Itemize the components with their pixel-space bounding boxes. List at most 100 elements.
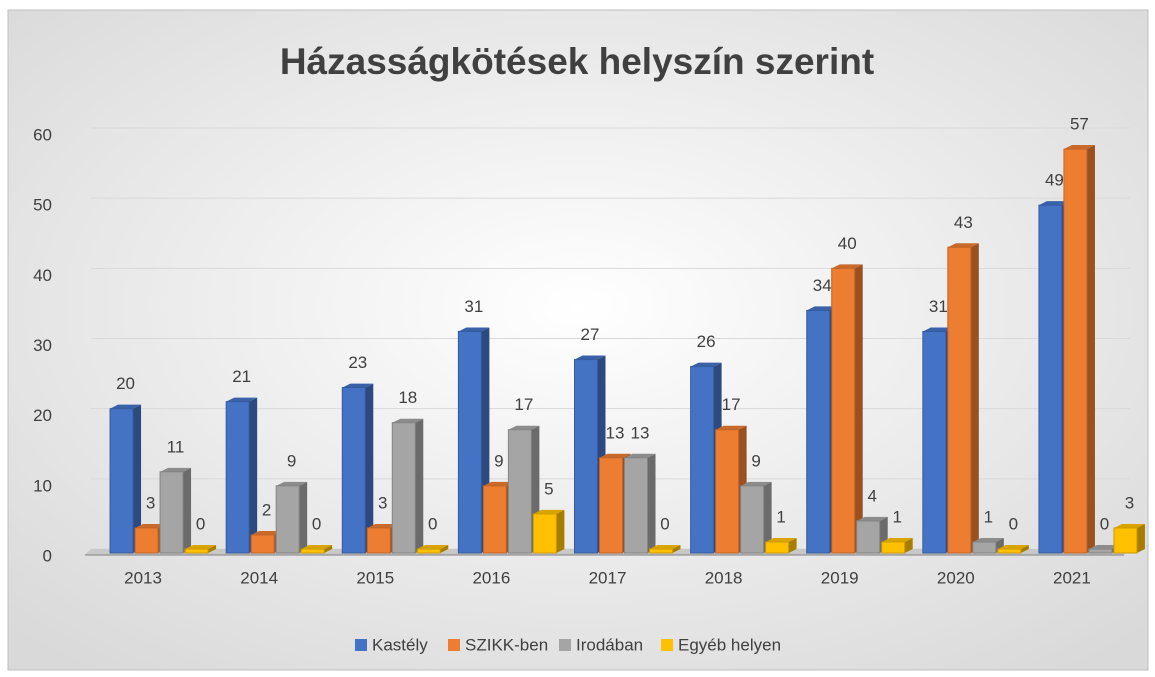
- data-label: 1: [776, 507, 785, 526]
- data-label: 31: [464, 297, 483, 316]
- data-label: 5: [544, 479, 553, 498]
- data-label: 27: [581, 325, 600, 344]
- bar-side: [647, 453, 656, 553]
- bar-side: [1136, 523, 1145, 553]
- legend-swatch: [355, 639, 367, 651]
- bar-top: [1088, 545, 1120, 549]
- data-label: 20: [116, 374, 135, 393]
- data-label: 26: [697, 332, 716, 351]
- bar-side: [556, 509, 565, 553]
- y-tick-label: 30: [33, 336, 52, 355]
- bar-top: [533, 509, 565, 514]
- bar: [109, 408, 134, 554]
- bar-top: [690, 362, 722, 367]
- legend-swatch: [448, 639, 460, 651]
- legend-label: Kastély: [372, 635, 428, 654]
- bar: [574, 359, 598, 554]
- bar-top: [392, 418, 424, 423]
- data-label: 3: [146, 493, 155, 512]
- bar: [184, 548, 209, 554]
- x-tick-label: 2014: [240, 568, 278, 587]
- bar-top: [1038, 201, 1070, 206]
- bar-top: [624, 453, 656, 458]
- data-label: 3: [1125, 493, 1134, 512]
- bar-top: [342, 383, 374, 388]
- legend-label: Egyéb helyen: [678, 635, 781, 654]
- data-label: 1: [892, 507, 901, 526]
- data-label: 1: [984, 507, 993, 526]
- legend-swatch: [559, 639, 571, 651]
- bar: [740, 485, 765, 554]
- bar-top: [160, 467, 192, 472]
- bar-top: [806, 306, 838, 311]
- data-label: 3: [378, 493, 387, 512]
- y-tick-label: 50: [33, 196, 52, 215]
- bar: [457, 330, 482, 554]
- bar: [300, 548, 325, 554]
- data-label: 13: [606, 423, 625, 442]
- legend-label: Irodában: [576, 635, 643, 654]
- bar-top: [135, 523, 167, 528]
- bar-top: [483, 481, 515, 486]
- bar-side: [208, 545, 217, 553]
- bar-top: [251, 530, 283, 535]
- bar-top: [947, 243, 979, 248]
- bar-side: [1020, 545, 1029, 553]
- bar-side: [970, 243, 979, 554]
- bar-top: [508, 425, 540, 430]
- data-label: 9: [287, 451, 296, 470]
- data-label: 17: [722, 395, 741, 414]
- bar: [1113, 527, 1138, 554]
- data-label: 21: [232, 367, 251, 386]
- bar-top: [1113, 523, 1145, 528]
- bar: [715, 429, 740, 554]
- x-tick-label: 2013: [124, 568, 162, 587]
- data-label: 0: [312, 514, 321, 533]
- bar-top: [881, 537, 913, 542]
- y-tick-label: 10: [33, 476, 52, 495]
- data-label: 43: [954, 213, 973, 232]
- y-tick-label: 40: [33, 266, 52, 285]
- data-label: 17: [514, 395, 533, 414]
- data-label: 4: [867, 486, 876, 505]
- bar-top: [458, 327, 490, 332]
- bar-side: [854, 264, 863, 553]
- bar: [831, 267, 856, 554]
- bar-top: [276, 481, 308, 486]
- x-tick-label: 2015: [356, 568, 394, 587]
- bar: [507, 429, 532, 554]
- bar-top: [765, 537, 797, 542]
- bar-side: [133, 404, 142, 553]
- bar-top: [856, 516, 888, 521]
- bar-top: [922, 327, 954, 332]
- bar-side: [183, 467, 192, 553]
- data-label: 9: [494, 451, 503, 470]
- bar: [391, 422, 416, 554]
- bar-side: [249, 397, 258, 553]
- data-label: 2: [262, 500, 271, 519]
- bar: [1038, 204, 1063, 554]
- bar-top: [972, 537, 1004, 542]
- y-tick-label: 60: [33, 125, 52, 144]
- data-label: 0: [428, 514, 437, 533]
- data-label: 23: [348, 353, 367, 372]
- data-label: 34: [813, 276, 832, 295]
- bar: [649, 548, 673, 554]
- data-label: 49: [1045, 171, 1064, 190]
- bar-side: [672, 545, 681, 553]
- bar: [134, 527, 159, 554]
- bar-top: [417, 545, 449, 549]
- data-label: 0: [1100, 514, 1109, 533]
- legend-label: SZIKK-ben: [465, 635, 548, 654]
- bar-top: [831, 264, 863, 269]
- bar-side: [299, 481, 308, 553]
- bar: [690, 366, 715, 554]
- data-label: 31: [929, 297, 948, 316]
- data-label: 11: [167, 437, 185, 456]
- data-label: 0: [1009, 514, 1018, 533]
- bar: [341, 387, 366, 554]
- bar: [881, 541, 906, 554]
- bar-side: [324, 545, 333, 553]
- bar-side: [365, 383, 374, 553]
